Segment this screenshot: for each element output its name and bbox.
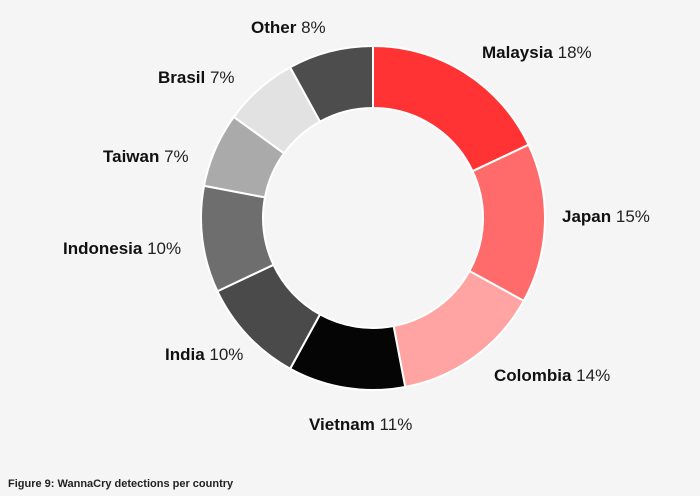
slice-malaysia [372, 44, 530, 173]
slice-label-name: Taiwan [103, 147, 159, 166]
slice-label-name: Malaysia [482, 43, 553, 62]
slice-label-value: 8% [296, 18, 325, 37]
slice-label-value: 7% [205, 68, 234, 87]
slice-label-value: 7% [159, 147, 188, 166]
figure-caption: Figure 9: WannaCry detections per countr… [8, 478, 234, 490]
slice-label-india: India 10% [165, 345, 243, 364]
slice-label-name: Other [251, 18, 297, 37]
slice-label-name: Indonesia [63, 239, 143, 258]
slice-label-vietnam: Vietnam 11% [309, 415, 412, 434]
slice-label-malaysia: Malaysia 18% [482, 43, 592, 62]
slice-label-name: Brasil [158, 68, 205, 87]
slice-label-value: 11% [375, 415, 413, 434]
slice-label-taiwan: Taiwan 7% [103, 147, 189, 166]
slice-label-value: 18% [553, 43, 592, 62]
slice-label-colombia: Colombia 14% [494, 366, 610, 385]
slice-label-name: India [165, 345, 205, 364]
slice-other [288, 44, 374, 123]
slice-label-indonesia: Indonesia 10% [63, 239, 181, 258]
slice-label-name: Japan [562, 207, 611, 226]
slice-label-brasil: Brasil 7% [158, 68, 235, 87]
slice-label-value: 15% [611, 207, 650, 226]
slice-label-value: 14% [571, 366, 610, 385]
slice-label-name: Colombia [494, 366, 572, 385]
slice-label-name: Vietnam [309, 415, 375, 434]
slice-label-value: 10% [205, 345, 244, 364]
slice-label-other: Other 8% [251, 18, 326, 37]
slice-label-value: 10% [142, 239, 181, 258]
slice-label-japan: Japan 15% [562, 207, 650, 226]
